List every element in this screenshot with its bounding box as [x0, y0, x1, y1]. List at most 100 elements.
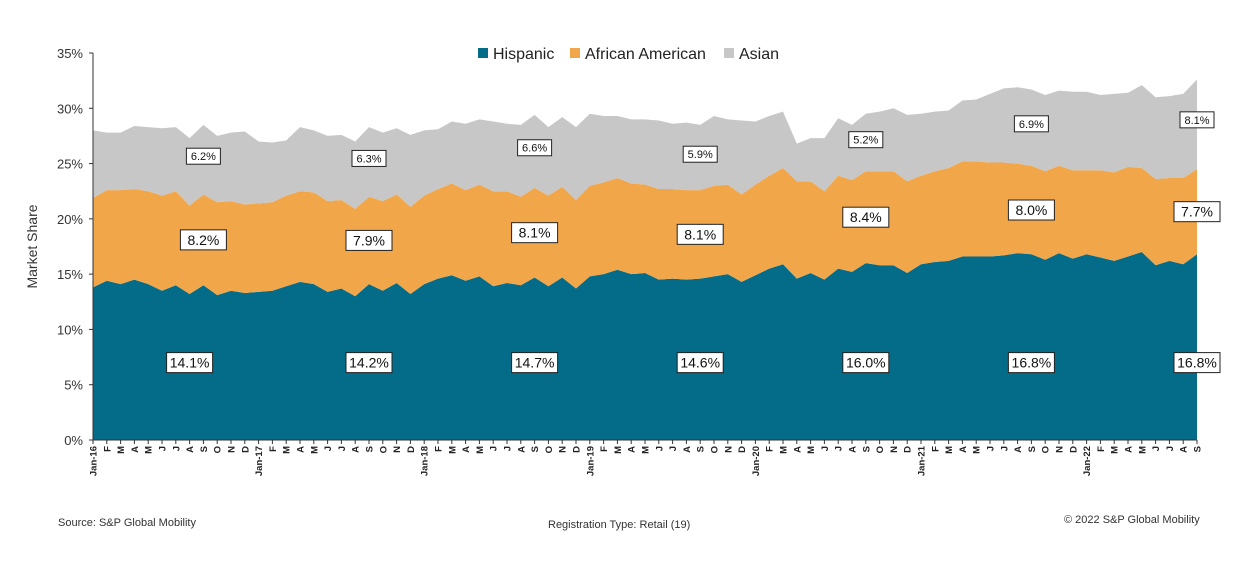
- x-tick-label: O: [710, 446, 721, 453]
- y-axis: 0% 5% 10% 15% 20% 25% 30% 35% Market Share: [24, 46, 94, 448]
- data-label-hispanic: 16.8%: [1007, 352, 1055, 374]
- x-tick-label: M: [641, 446, 652, 454]
- data-label-box: [676, 223, 724, 245]
- data-label-box: [517, 139, 553, 157]
- data-label-asian: 8.1%: [1179, 111, 1215, 129]
- data-label-box: [351, 149, 387, 167]
- data-label-hispanic: 14.2%: [345, 352, 393, 374]
- x-tick-label: F: [268, 446, 279, 452]
- x-tick-label: N: [889, 446, 900, 453]
- x-tick-label: N: [392, 446, 403, 453]
- x-tick-label: J: [171, 446, 182, 451]
- data-label-box: [166, 352, 214, 374]
- data-label-box: [682, 145, 718, 163]
- data-label-box: [1007, 352, 1055, 374]
- x-tick-label: S: [1027, 446, 1038, 452]
- x-tick-label: Jan-17: [254, 446, 265, 476]
- data-label-african-american: 8.0%: [1007, 199, 1055, 221]
- x-tick-label: A: [351, 446, 362, 453]
- y-tick-label: 35%: [57, 46, 83, 61]
- data-label-african-american: 8.1%: [676, 223, 724, 245]
- x-tick-label: D: [240, 446, 251, 453]
- y-tick-label: 5%: [64, 378, 83, 393]
- data-label-asian: 6.3%: [351, 149, 387, 167]
- x-axis: Jan-16 F M A M J J A S O N D Jan-17 F M A M J J A S O N D Jan-18…: [89, 439, 1204, 476]
- x-tick-label: D: [572, 446, 583, 453]
- x-tick-label: M: [144, 446, 155, 454]
- data-label-box: [848, 131, 884, 149]
- x-tick-label: A: [682, 446, 693, 453]
- data-label-text: 14.2%: [349, 355, 389, 371]
- data-label-african-american: 8.4%: [842, 206, 890, 228]
- x-tick-label: J: [158, 446, 169, 451]
- data-label-text: 7.9%: [353, 232, 385, 248]
- y-tick-label: 10%: [57, 322, 83, 337]
- data-label-text: 8.1%: [519, 225, 551, 241]
- x-tick-label: M: [1137, 446, 1148, 454]
- data-label-box: [676, 352, 724, 374]
- x-tick-label: Jan-21: [917, 445, 928, 476]
- x-tick-label: O: [1041, 446, 1052, 453]
- x-tick-label: M: [806, 446, 817, 454]
- x-tick-label: M: [309, 446, 320, 454]
- x-tick-label: N: [723, 446, 734, 453]
- x-tick-label: A: [461, 446, 472, 453]
- data-label-asian: 6.9%: [1013, 115, 1049, 133]
- x-tick-label: O: [213, 446, 224, 453]
- data-label-text: 8.4%: [850, 209, 882, 225]
- data-label-text: 16.8%: [1177, 355, 1217, 371]
- data-label-african-american: 8.2%: [179, 229, 227, 251]
- y-axis-title: Market Share: [24, 204, 40, 288]
- x-tick-label: Jan-19: [585, 446, 596, 476]
- data-label-african-american: 8.1%: [511, 222, 559, 244]
- legend-swatch-hispanic: [478, 48, 488, 58]
- data-label-box: [179, 229, 227, 251]
- y-tick-label: 30%: [57, 101, 83, 116]
- data-label-box: [1007, 199, 1055, 221]
- data-label-text: 16.8%: [1012, 355, 1052, 371]
- x-tick-label: O: [875, 446, 886, 453]
- x-tick-label: D: [737, 446, 748, 453]
- data-label-text: 6.9%: [1019, 119, 1044, 131]
- x-tick-label: O: [544, 446, 555, 453]
- x-tick-label: J: [337, 446, 348, 451]
- x-tick-label: N: [558, 446, 569, 453]
- stacked-areas: [93, 79, 1197, 440]
- x-tick-label: M: [972, 446, 983, 454]
- data-label-text: 8.2%: [187, 232, 219, 248]
- data-label-asian: 6.2%: [185, 147, 221, 165]
- legend-label-asian: Asian: [739, 46, 779, 63]
- data-label-text: 6.2%: [191, 151, 216, 163]
- data-label-text: 6.3%: [356, 153, 381, 165]
- x-tick-label: F: [599, 446, 610, 452]
- x-tick-label: A: [848, 446, 859, 453]
- legend-label-african-american: African American: [585, 46, 706, 63]
- x-tick-label: A: [792, 446, 803, 453]
- data-label-african-american: 7.7%: [1173, 201, 1221, 223]
- x-tick-label: S: [861, 446, 872, 452]
- data-label-box: [511, 352, 559, 374]
- x-tick-label: D: [903, 446, 914, 453]
- x-tick-label: Jan-20: [751, 446, 762, 476]
- x-tick-label: F: [434, 446, 445, 452]
- legend-swatch-asian: [724, 48, 734, 58]
- legend-swatch-african-american: [570, 48, 580, 58]
- y-tick-label: 15%: [57, 267, 83, 282]
- x-tick-label: A: [296, 446, 307, 453]
- x-tick-label: A: [516, 446, 527, 453]
- data-label-african-american: 7.9%: [345, 229, 393, 251]
- area-hispanic: [93, 252, 1197, 440]
- source-note: Source: S&P Global Mobility: [58, 517, 196, 529]
- data-label-box: [345, 352, 393, 374]
- data-label-asian: 5.2%: [848, 131, 884, 149]
- x-tick-label: S: [1193, 446, 1204, 452]
- area-african-american: [93, 161, 1197, 297]
- x-tick-label: F: [765, 446, 776, 452]
- data-label-box: [1179, 111, 1215, 129]
- x-tick-label: F: [1096, 446, 1107, 452]
- x-tick-label: J: [668, 446, 679, 451]
- data-label-hispanic: 14.6%: [676, 352, 724, 374]
- data-label-text: 5.9%: [688, 149, 713, 161]
- data-label-box: [1173, 201, 1221, 223]
